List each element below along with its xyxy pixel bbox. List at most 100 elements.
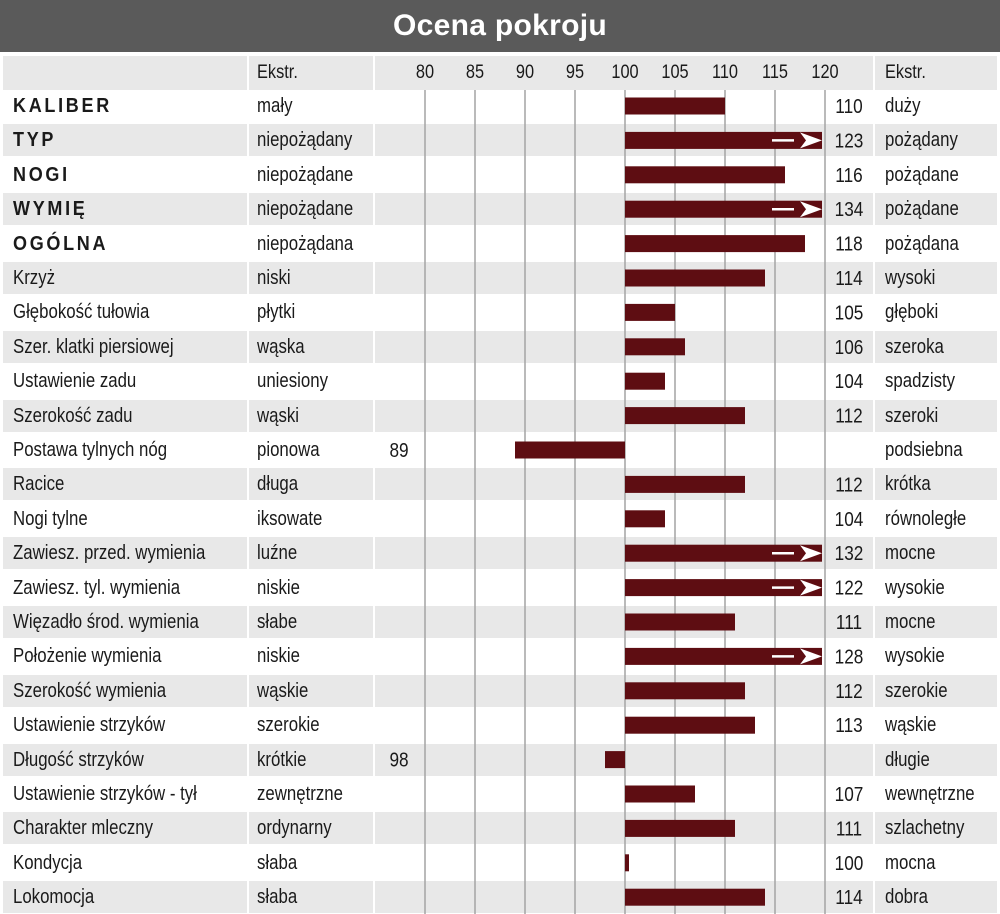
overflow-arrow — [772, 579, 822, 596]
extreme-right-label: głęboki — [885, 301, 939, 324]
extreme-right-cell: podsiebna — [875, 434, 997, 466]
bar — [625, 613, 735, 631]
trait-label: KALIBER — [13, 95, 112, 117]
value-label: 104 — [835, 370, 864, 393]
extreme-right-cell: szlachetny — [875, 812, 997, 845]
extreme-left-cell: iksowate — [249, 502, 373, 535]
bar — [625, 854, 629, 872]
bar — [625, 338, 685, 356]
extreme-left-label: wąska — [257, 335, 305, 358]
x-tick-label: 80 — [415, 62, 435, 83]
extreme-left-label: wąskie — [257, 679, 309, 702]
value-label: 132 — [835, 542, 864, 565]
chart-title-bar: Ocena pokroju — [0, 0, 1000, 52]
trait-label: WYMIĘ — [13, 198, 88, 221]
extreme-right-label: szlachetny — [885, 817, 965, 840]
trait-label: Ustawienie strzyków — [13, 714, 166, 737]
trait-label: Lokomocja — [13, 886, 95, 909]
extreme-left-cell: niepożądane — [249, 193, 373, 226]
extreme-left-cell: niepożądana — [249, 227, 373, 260]
extreme-left-label: wąski — [257, 404, 300, 427]
overflow-arrow — [772, 545, 822, 562]
trait-cell: Więzadło środ. wymienia — [3, 606, 247, 638]
extreme-right-cell: długie — [875, 743, 997, 776]
table-row: Zawiesz. przed. wymienia luźne mocne — [0, 537, 1000, 570]
bar — [625, 269, 765, 287]
extreme-right-label: wysokie — [885, 645, 945, 668]
extreme-right-cell: pożądana — [875, 227, 997, 260]
trait-cell: NOGI — [3, 158, 247, 191]
value-label: 134 — [835, 198, 864, 221]
extreme-left-label: niepożądane — [257, 163, 354, 186]
extreme-right-cell: szeroki — [875, 399, 997, 432]
trait-label: Charakter mleczny — [13, 817, 154, 840]
extreme-left-label: krótkie — [257, 748, 307, 771]
scale-cell — [375, 468, 873, 501]
trait-label: Położenie wymienia — [13, 645, 162, 668]
extreme-left-cell: ordynarny — [249, 812, 373, 845]
extreme-left-label: słaba — [257, 851, 298, 874]
bar — [625, 544, 822, 562]
bar — [625, 888, 765, 906]
extreme-right-cell: wewnętrzne — [875, 778, 997, 810]
value-label: 104 — [835, 508, 864, 531]
extreme-left-label: szerokie — [257, 714, 320, 737]
bar — [625, 819, 735, 837]
value-label: 116 — [835, 164, 862, 187]
extreme-right-label: wysoki — [885, 267, 936, 289]
scale-cell — [375, 296, 873, 329]
extreme-right-label: mocne — [885, 611, 936, 633]
bar — [515, 441, 625, 459]
extreme-right-label: wysokie — [885, 576, 945, 599]
trait-cell: Nogi tylne — [3, 502, 247, 535]
trait-cell: Racice — [3, 468, 247, 501]
bar — [625, 579, 822, 597]
table-row: Charakter mleczny ordynarny szlachetny — [0, 812, 1000, 845]
trait-label: Szer. klatki piersiowej — [13, 335, 174, 358]
value-label: 111 — [836, 611, 862, 634]
overflow-arrow — [772, 132, 822, 149]
table-row: Nogi tylne iksowate równoległe — [0, 502, 1000, 535]
extreme-left-label: zewnętrzne — [257, 783, 343, 805]
extreme-right-cell: wysoki — [875, 262, 997, 294]
extreme-left-cell: niskie — [249, 640, 373, 673]
trait-label: Szerokość wymienia — [13, 679, 167, 702]
value-label: 114 — [835, 886, 862, 909]
extreme-left-label: niski — [257, 267, 291, 289]
extreme-right-label: szerokie — [885, 679, 948, 702]
value-label: 122 — [835, 576, 864, 599]
bar-chart: 110 123 116 134 118 114 105 106 104 112 89 112 104 13… — [389, 90, 864, 914]
trait-cell: Długość strzyków — [3, 743, 247, 776]
extreme-right-cell: wysokie — [875, 640, 997, 673]
extreme-right-label: spadzisty — [885, 370, 956, 393]
table-row: Ustawienie strzyków szerokie wąskie — [0, 709, 1000, 742]
extreme-left-cell: słaba — [249, 881, 373, 914]
table-row: Położenie wymienia niskie wysokie — [0, 640, 1000, 673]
trait-cell: Ustawienie strzyków - tył — [3, 778, 247, 810]
extreme-left-cell: niepożądany — [249, 124, 373, 157]
extreme-right-label: pożądane — [885, 163, 959, 186]
bar — [625, 303, 675, 321]
extreme-left-cell: uniesiony — [249, 365, 373, 398]
extreme-right-cell: szerokie — [875, 674, 997, 707]
table-row: Głębokość tułowia płytki głęboki — [0, 296, 1000, 329]
extreme-right-label: równoległe — [885, 507, 967, 530]
table-row: Kondycja słaba mocna — [0, 846, 1000, 879]
extreme-left-label: niepożądany — [257, 129, 353, 152]
extreme-right-label: pożądane — [885, 198, 959, 221]
extreme-right-label: krótka — [885, 473, 931, 496]
extreme-left-label: słabe — [257, 611, 298, 633]
extreme-left-label: długa — [257, 473, 299, 496]
extreme-left-label: mały — [257, 95, 293, 117]
extreme-right-label: duży — [885, 95, 921, 117]
table-row: Racice długa krótka — [0, 468, 1000, 501]
extreme-left-cell: niski — [249, 262, 373, 294]
extreme-right-label: mocna — [885, 851, 936, 874]
trait-cell: Charakter mleczny — [3, 812, 247, 845]
trait-cell: TYP — [3, 124, 247, 157]
trait-cell: Kondycja — [3, 846, 247, 879]
extreme-right-cell: spadzisty — [875, 365, 997, 398]
extreme-left-label: uniesiony — [257, 370, 328, 393]
extreme-right-label: szeroka — [885, 335, 944, 358]
table-row: OGÓLNA niepożądana pożądana — [0, 227, 1000, 260]
